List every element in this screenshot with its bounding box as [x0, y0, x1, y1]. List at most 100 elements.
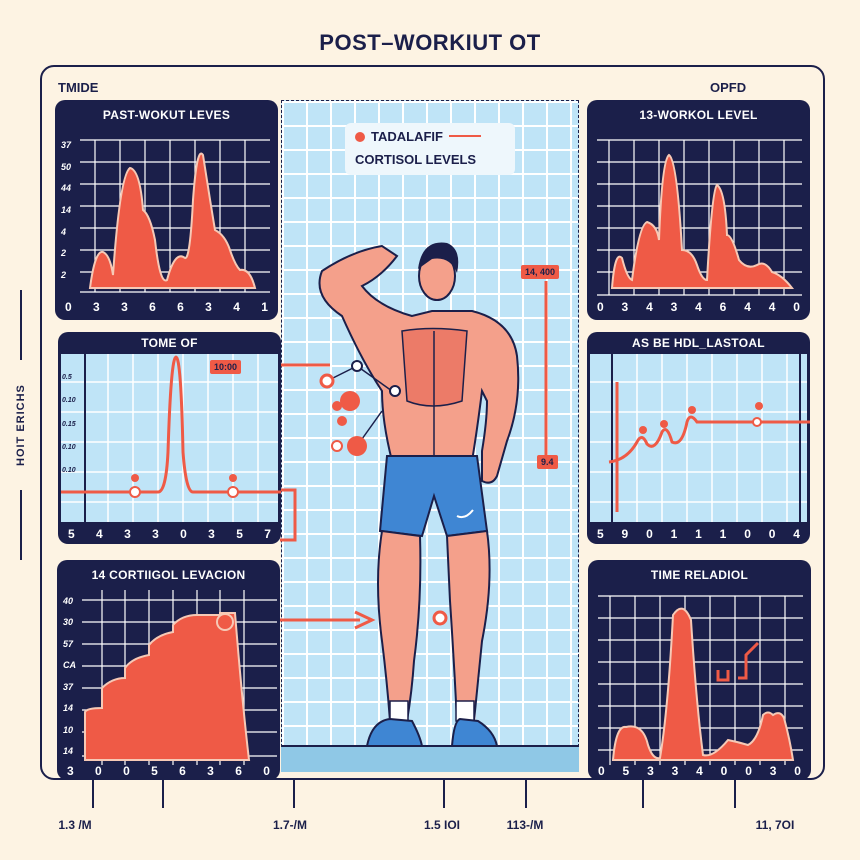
x-tick: 5 [151, 764, 158, 778]
y-tick: 30 [63, 617, 74, 628]
x-tick: 0 [263, 764, 270, 778]
timeline-tick [642, 778, 644, 808]
x-tick: 3 [152, 527, 159, 541]
label-top-left: TMIDE [58, 80, 99, 95]
x-tick: 1 [670, 527, 678, 541]
x-tick: 6 [235, 764, 242, 778]
label-top-right: OPFD [710, 80, 747, 95]
x-axis-ticks: 5 4 3 3 0 3 5 7 [68, 527, 271, 541]
x-axis-ticks: 5 9 0 1 1 1 0 0 4 [597, 527, 800, 541]
legend-item-cortisol: CORTISOL LEVELS [355, 152, 505, 167]
x-tick: 4 [233, 300, 240, 314]
side-divider [20, 490, 22, 560]
x-tick: 4 [768, 300, 776, 314]
x-tick: 3 [124, 527, 131, 541]
x-tick: 7 [264, 527, 271, 541]
y-tick: CA [63, 660, 76, 671]
timeline-tick [293, 778, 295, 808]
x-tick: 1 [695, 527, 702, 541]
timeline-tick [92, 778, 94, 808]
x-tick: 0 [768, 527, 776, 541]
y-tick: 14 [63, 703, 74, 714]
y-tick: 14 [63, 745, 74, 756]
x-axis-ticks: 0 5 3 3 4 0 0 3 0 [598, 764, 801, 778]
timeline-tick [162, 778, 164, 808]
y-tick: 10 [63, 724, 74, 735]
x-tick: 4 [646, 300, 653, 314]
y-tick: 2 [61, 248, 67, 259]
x-tick: 5 [622, 764, 630, 778]
line-marker-icon [448, 135, 481, 137]
page-title: POST–WORKIUT OT [319, 30, 541, 55]
y-tick: 4 [61, 226, 67, 237]
y-tick: 44 [61, 183, 72, 194]
area-plot [80, 139, 270, 293]
chart-title: TOME OF [141, 336, 198, 350]
x-tick: 9 [621, 527, 629, 541]
x-tick: 0 [646, 527, 653, 541]
x-tick: 5 [597, 527, 604, 541]
y-tick: 0.5 [62, 374, 72, 381]
annotation-tag-lower: 9.4 [537, 455, 558, 469]
y-tick: 0.10 [62, 397, 76, 405]
x-axis-ticks: 3 0 0 5 6 3 6 0 [67, 764, 270, 778]
chart-title: PAST-WOKUT LEVES [102, 108, 231, 122]
x-tick: 1 [261, 300, 268, 314]
x-tick: 0 [794, 764, 801, 778]
floor [281, 745, 579, 772]
x-tick: 5 [68, 527, 75, 541]
athlete-illustration [318, 242, 548, 747]
x-tick: 0 [745, 764, 752, 778]
x-tick: 4 [696, 764, 703, 778]
chart-panel-top-right: 13-WORKOL LEVEL 0 3 4 3 4 6 4 4 0 [587, 100, 810, 320]
x-tick: 6 [719, 300, 727, 314]
line-plot [61, 354, 281, 522]
x-tick: 3 [208, 527, 215, 541]
x-tick: 6 [179, 764, 186, 778]
x-tick: 6 [149, 300, 156, 314]
x-tick: 3 [67, 764, 74, 778]
chart-title: 13-WORKOL LEVEL [639, 108, 758, 122]
legend: TADALAFIF CORTISOL LEVELS [345, 123, 515, 175]
x-tick: 3 [207, 764, 214, 778]
y-tick: 2 [61, 269, 67, 280]
side-divider [20, 290, 22, 360]
timeline-tick [443, 778, 445, 808]
x-axis-ticks: 0 3 4 3 4 6 4 4 0 [597, 300, 800, 314]
x-tick: 3 [205, 300, 212, 314]
x-tick: 0 [598, 764, 605, 778]
line-plot [590, 354, 810, 522]
y-tick: 0.10 [62, 467, 76, 474]
x-tick: 3 [670, 300, 678, 314]
x-tick: 0 [123, 764, 130, 778]
annotation-tag: 10:00 [210, 360, 242, 374]
chart-title: TIME RELADIOL [650, 568, 749, 582]
chart-panel-mid-left: TOME OF 10:00 0.5 0.10 0.15 0.10 0.10 5 4 3 3 0 3… [58, 332, 281, 544]
legend-item-tadalafil: TADALAFIF [355, 129, 505, 144]
chart-title: AS BE HDL_LASTOAL [632, 336, 765, 350]
x-tick: 5 [236, 527, 243, 541]
x-tick: 6 [177, 300, 184, 314]
dot-marker-icon [355, 132, 365, 142]
x-tick: 3 [93, 300, 100, 314]
area-plot [597, 139, 802, 296]
y-tick: 57 [63, 638, 74, 649]
y-axis-ticks: 40 30 57 CA 37 14 10 14 [63, 596, 81, 756]
bar-plot [82, 590, 277, 765]
x-tick: 3 [671, 764, 679, 778]
y-tick: 37 [63, 681, 74, 692]
x-tick: 4 [96, 527, 103, 541]
x-tick: 0 [95, 764, 102, 778]
area-plot [598, 595, 803, 765]
illustration-area [281, 100, 579, 772]
timeline-tick [734, 778, 736, 808]
x-tick: 0 [597, 300, 604, 314]
x-tick: 0 [744, 527, 751, 541]
timeline-label: 1.7-/M [272, 818, 308, 832]
legend-label: TADALAFIF [371, 129, 443, 144]
chart-panel-bottom-right: TIME RELADIOL 0 5 3 3 4 0 0 3 0 [588, 560, 811, 780]
x-tick: 0 [793, 300, 800, 314]
x-tick: 3 [769, 764, 777, 778]
x-tick: 0 [720, 764, 728, 778]
y-tick: 50 [61, 161, 72, 172]
